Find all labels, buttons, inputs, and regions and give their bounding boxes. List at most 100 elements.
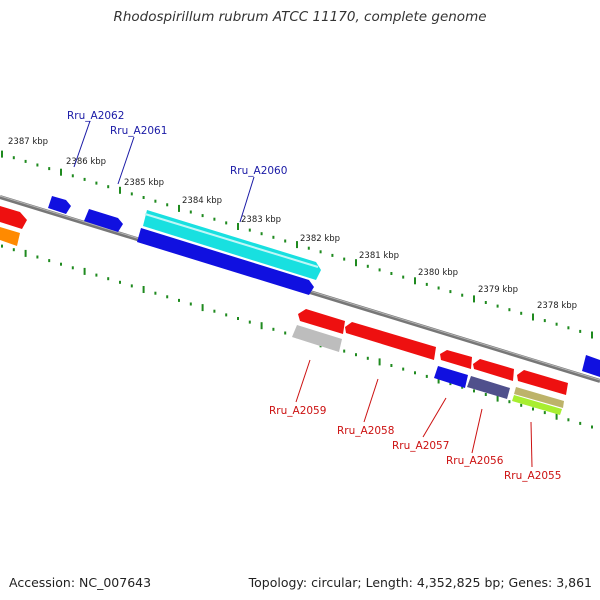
gene-arrow-blue-right[interactable] (582, 355, 600, 377)
gene-arrow-red-4[interactable] (517, 370, 568, 395)
major-tick (83, 267, 86, 275)
minor-tick (130, 192, 133, 196)
gene-arrow-rru-a2059[interactable] (292, 325, 342, 352)
minor-tick (166, 203, 169, 207)
kbp-label: 2381 kbp (359, 251, 399, 261)
minor-tick (130, 284, 133, 288)
minor-tick (343, 349, 346, 353)
gene-arrow-rru-a2057[interactable] (434, 366, 468, 388)
major-tick (201, 304, 204, 312)
kbp-label: 2386 kbp (66, 157, 106, 167)
gene-arrow-rru-a2055-lime[interactable] (512, 395, 562, 415)
minor-tick (355, 353, 357, 357)
major-tick (260, 322, 263, 330)
minor-tick (461, 293, 464, 297)
major-tick (237, 223, 239, 230)
minor-tick (48, 167, 51, 171)
minor-tick (71, 174, 74, 178)
minor-tick (402, 367, 405, 371)
gene-label-rru-a2057[interactable]: Rru_A2057 (392, 440, 449, 452)
gene-arrow-red-2[interactable] (440, 350, 472, 369)
minor-tick (24, 159, 27, 163)
gene-arrow-red-left[interactable] (0, 206, 27, 229)
kbp-label: 2387 kbp (8, 137, 48, 147)
gene-arrow-rru-a2061[interactable] (84, 209, 123, 232)
minor-tick (378, 268, 381, 272)
minor-tick (425, 282, 428, 286)
gene-label-rru-a2058[interactable]: Rru_A2058 (337, 425, 394, 437)
gene-arrow-red-3[interactable] (473, 359, 514, 381)
gene-label-rru-a2062[interactable]: Rru_A2062 (67, 110, 124, 122)
leader-line (471, 408, 483, 454)
gene-arrow-orange-left[interactable] (0, 227, 20, 246)
major-tick (473, 295, 475, 303)
minor-tick (402, 275, 405, 279)
major-tick (24, 249, 27, 257)
minor-tick (484, 301, 487, 304)
gene-label-rru-a2055[interactable]: Rru_A2055 (504, 470, 561, 482)
minor-tick (248, 320, 251, 324)
minor-tick (154, 291, 157, 295)
minor-tick (366, 264, 369, 268)
minor-tick (331, 253, 334, 257)
kbp-label: 2378 kbp (537, 301, 577, 311)
minor-tick (154, 199, 157, 203)
minor-tick (166, 295, 169, 299)
kbp-label: 2379 kbp (478, 285, 518, 295)
minor-tick (48, 259, 51, 263)
minor-tick (591, 425, 593, 429)
minor-tick (272, 235, 275, 239)
major-tick (296, 241, 298, 249)
minor-tick (213, 217, 216, 221)
leader-line (363, 378, 379, 423)
map-title: Rhodospirillum rubrum ATCC 11170, comple… (113, 9, 487, 25)
minor-tick (284, 239, 287, 243)
minor-tick (425, 374, 428, 378)
gene-arrow-rru-a2056[interactable] (467, 376, 510, 399)
gene-arrow-rru-a2058[interactable] (345, 322, 436, 360)
minor-tick (189, 302, 192, 306)
minor-tick (520, 311, 523, 315)
accession-text: Accession: NC_007643 (9, 575, 152, 590)
minor-tick (213, 309, 216, 313)
minor-tick (71, 266, 74, 270)
leader-line (117, 136, 135, 185)
reverse-label-group: Rru_A2059 Rru_A2058 Rru_A2057 Rru_A2056 … (269, 359, 561, 482)
kbp-label-group: 2387 kbp 2386 kbp 2385 kbp 2384 kbp 2383… (8, 137, 577, 311)
kbp-label: 2385 kbp (124, 178, 164, 188)
leader-line (422, 397, 447, 438)
major-tick (414, 277, 416, 285)
forward-gene-track (0, 196, 600, 377)
minor-tick (142, 196, 145, 199)
gene-label-rru-a2056[interactable]: Rru_A2056 (446, 455, 504, 467)
major-tick (178, 204, 180, 212)
forward-label-group: Rru_A2062 Rru_A2061 Rru_A2060 (67, 110, 287, 223)
minor-tick (319, 250, 322, 254)
major-tick (1, 150, 3, 158)
minor-tick (520, 403, 523, 407)
gene-arrow-rru-a2062[interactable] (48, 196, 71, 214)
minor-tick (579, 329, 582, 333)
minor-tick (225, 221, 228, 225)
gene-label-rru-a2059[interactable]: Rru_A2059 (269, 405, 326, 417)
gene-arrow-rru-a2055-olive[interactable] (514, 387, 564, 408)
kbp-label: 2383 kbp (241, 215, 281, 225)
gene-label-rru-a2061[interactable]: Rru_A2061 (110, 125, 167, 137)
gene-arrow-red-1[interactable] (298, 309, 345, 334)
major-tick (591, 331, 593, 339)
major-tick (60, 168, 62, 176)
kbp-label: 2380 kbp (418, 268, 458, 278)
minor-tick (473, 389, 475, 393)
major-tick (555, 412, 558, 420)
gene-arrow-blue-long[interactable] (137, 228, 314, 295)
minor-tick (12, 248, 15, 252)
leader-line (239, 176, 255, 223)
gene-label-rru-a2060[interactable]: Rru_A2060 (230, 165, 287, 177)
major-tick (532, 313, 534, 321)
minor-tick (567, 326, 570, 330)
minor-tick (390, 272, 393, 275)
leader-line (295, 359, 311, 403)
minor-tick (414, 371, 416, 375)
minor-tick (12, 156, 15, 160)
major-tick (378, 358, 381, 366)
